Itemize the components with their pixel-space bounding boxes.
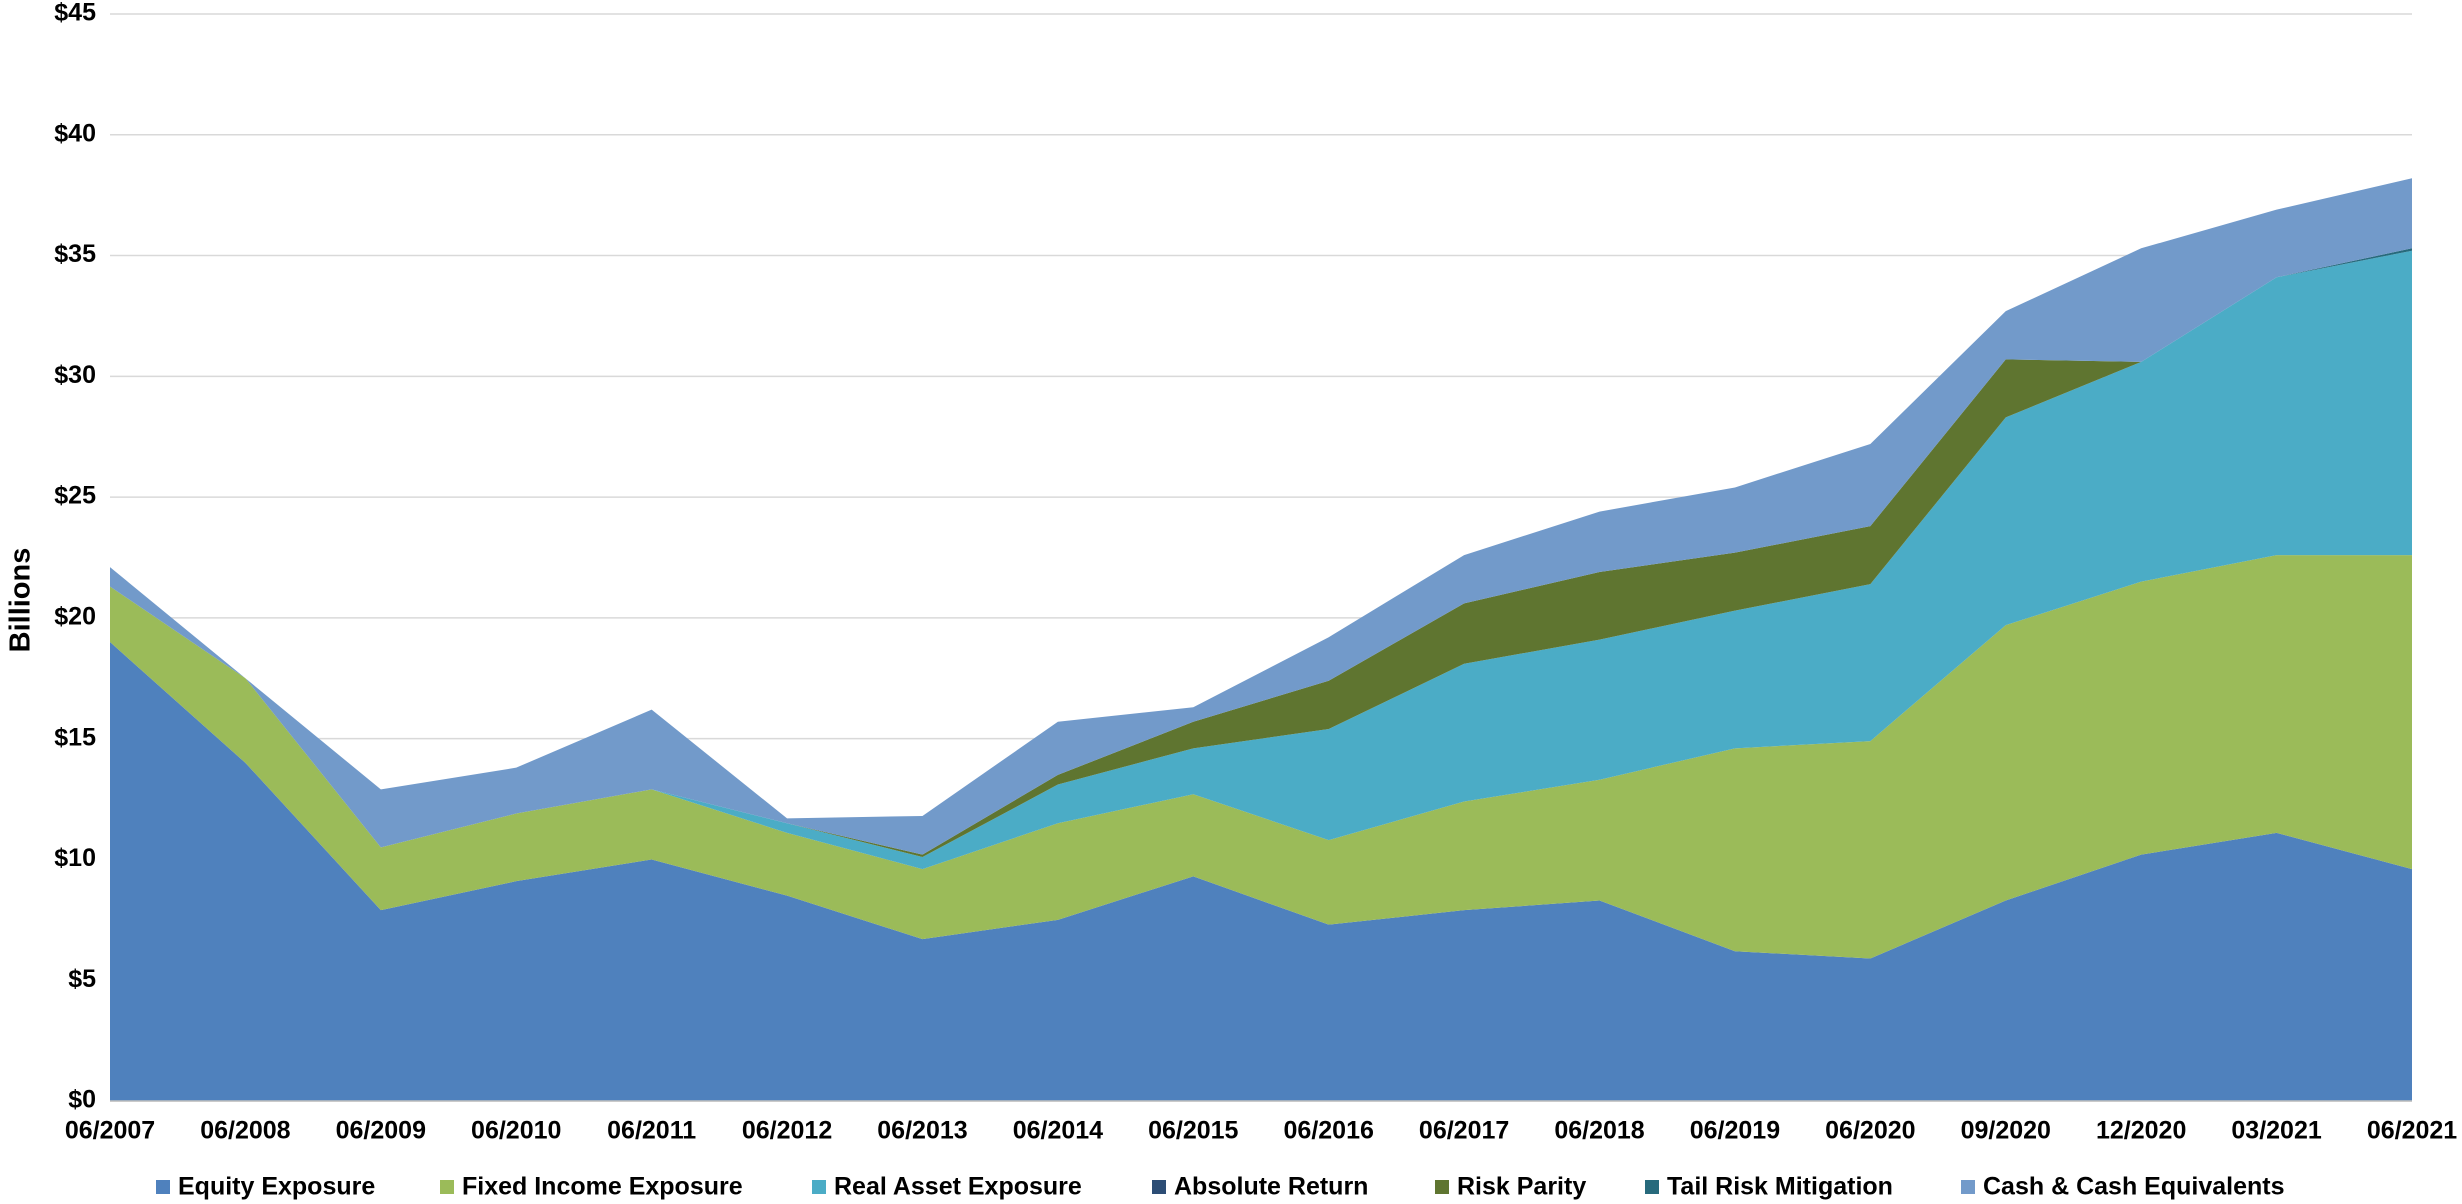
y-tick-label: $35 — [54, 240, 96, 268]
x-tick-label: 06/2007 — [65, 1117, 155, 1145]
legend-label: Absolute Return — [1174, 1173, 1368, 1201]
area — [110, 250, 2412, 858]
x-tick-label: 06/2012 — [742, 1117, 832, 1145]
y-tick-label: $25 — [54, 482, 96, 510]
x-tick-label: 06/2019 — [1690, 1117, 1780, 1145]
legend-swatch — [1645, 1180, 1659, 1194]
y-tick-label: $0 — [68, 1086, 96, 1114]
y-tick-label: $30 — [54, 361, 96, 389]
x-tick-label: 06/2009 — [336, 1117, 426, 1145]
legend-label: Tail Risk Mitigation — [1667, 1173, 1893, 1201]
x-tick-label: 06/2016 — [1284, 1117, 1374, 1145]
x-tick-label: 06/2021 — [2367, 1117, 2457, 1145]
x-tick-label: 06/2020 — [1825, 1117, 1915, 1145]
area — [110, 555, 2412, 959]
y-tick-label: $20 — [54, 602, 96, 630]
legend-label: Cash & Cash Equivalents — [1983, 1173, 2284, 1201]
legend-swatch — [812, 1180, 826, 1194]
y-tick-label: $45 — [54, 0, 96, 27]
x-tick-label: 06/2013 — [877, 1117, 967, 1145]
x-tick-label: 06/2018 — [1554, 1117, 1644, 1145]
legend-swatch — [1961, 1180, 1975, 1194]
x-tick-label: 06/2010 — [471, 1117, 561, 1145]
legend-label: Equity Exposure — [178, 1173, 375, 1201]
legend-swatch — [1152, 1180, 1166, 1194]
legend-swatch — [156, 1180, 170, 1194]
x-tick-label: 06/2017 — [1419, 1117, 1509, 1145]
x-tick-label: 06/2008 — [200, 1117, 290, 1145]
area — [110, 250, 2412, 870]
legend-label: Fixed Income Exposure — [462, 1173, 743, 1201]
x-tick-label: 12/2020 — [2096, 1117, 2186, 1145]
area — [110, 178, 2412, 855]
y-tick-label: $10 — [54, 844, 96, 872]
x-tick-label: 06/2014 — [1013, 1117, 1103, 1145]
x-tick-label: 03/2021 — [2231, 1117, 2321, 1145]
area — [110, 642, 2412, 1101]
legend-swatch — [1435, 1180, 1449, 1194]
x-tick-label: 06/2011 — [607, 1117, 696, 1145]
y-axis-title: Billions — [5, 548, 37, 653]
y-tick-label: $15 — [54, 723, 96, 751]
x-tick-label: 09/2020 — [1961, 1117, 2051, 1145]
y-tick-label: $40 — [54, 119, 96, 147]
legend-swatch — [440, 1180, 454, 1194]
y-tick-label: $5 — [68, 965, 96, 993]
legend-label: Risk Parity — [1457, 1173, 1586, 1201]
x-tick-label: 06/2015 — [1148, 1117, 1238, 1145]
legend-label: Real Asset Exposure — [834, 1173, 1082, 1201]
